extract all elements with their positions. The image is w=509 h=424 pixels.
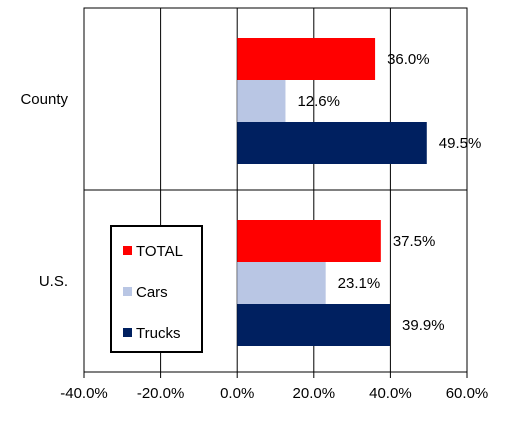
legend-swatch-trucks [123, 328, 132, 337]
bar-cars-county [237, 80, 286, 122]
data-label: 49.5% [439, 135, 482, 152]
x-tick-label: 40.0% [369, 385, 412, 402]
bar-total-county [237, 38, 376, 80]
data-label: 23.1% [338, 275, 381, 292]
legend-label-total: TOTAL [136, 243, 183, 260]
legend: TOTAL Cars Trucks [110, 225, 203, 353]
x-tick-label: -20.0% [137, 385, 185, 402]
x-tick-label: 0.0% [220, 385, 254, 402]
x-tick-label: -40.0% [60, 385, 108, 402]
x-tick-labels: -40.0% -20.0% 0.0% 20.0% 40.0% 60.0% [60, 385, 488, 402]
x-tick-label: 60.0% [446, 385, 489, 402]
x-tick-label: 20.0% [293, 385, 336, 402]
legend-swatch-total [123, 246, 132, 255]
bars [237, 38, 427, 346]
legend-label-trucks: Trucks [136, 325, 180, 342]
data-label: 36.0% [387, 51, 430, 68]
legend-label-cars: Cars [136, 284, 168, 301]
category-labels: County U.S. [20, 91, 68, 290]
bar-trucks-county [237, 122, 427, 164]
category-label: County [20, 91, 68, 108]
bar-cars-us [237, 262, 326, 304]
bar-trucks-us [237, 304, 391, 346]
category-label: U.S. [39, 273, 68, 290]
bar-total-us [237, 220, 381, 262]
plot-border [83, 7, 468, 373]
data-label: 39.9% [402, 317, 445, 334]
legend-swatch-cars [123, 287, 132, 296]
data-labels: 36.0% 12.6% 49.5% 37.5% 23.1% 39.9% [297, 51, 481, 334]
data-label: 37.5% [393, 233, 436, 250]
data-label: 12.6% [297, 93, 340, 110]
